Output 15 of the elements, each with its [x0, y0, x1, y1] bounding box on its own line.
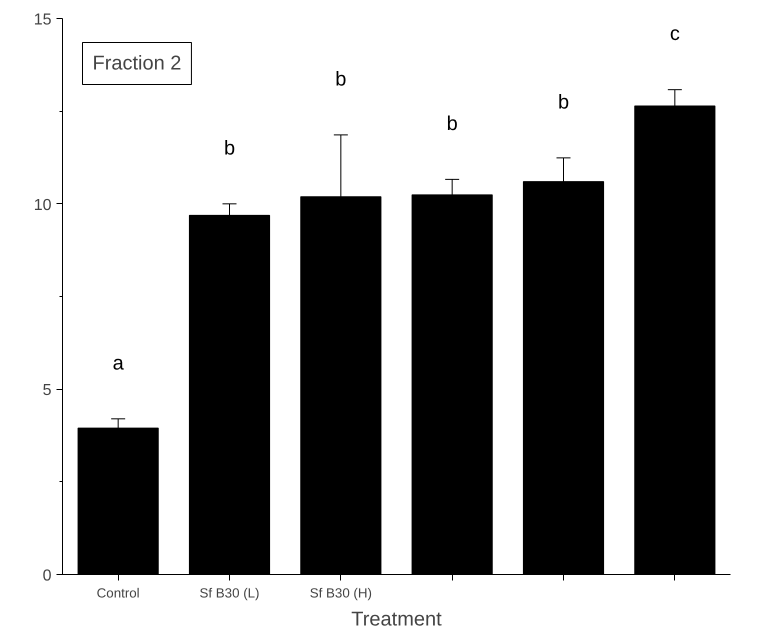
annotation: b — [446, 112, 458, 135]
x-tick-label: Control — [96, 586, 140, 600]
annotation: a — [112, 352, 125, 374]
x-axis-title: Treatment — [351, 608, 442, 630]
x-tick-label: Sf B30 (H) — [310, 586, 372, 600]
y-tick-label: 0 — [42, 568, 52, 584]
x-tick-label: Sf B30 (L) — [200, 586, 260, 600]
y-tick-label: 15 — [34, 12, 52, 28]
annotation: c — [670, 23, 680, 46]
annotation: Fraction 2 — [92, 52, 182, 74]
y-tick-label: 10 — [34, 196, 52, 214]
annotation: b — [335, 68, 346, 90]
annotation: b — [224, 137, 236, 160]
annotation: b — [558, 91, 570, 114]
y-tick-label: 5 — [42, 382, 52, 400]
